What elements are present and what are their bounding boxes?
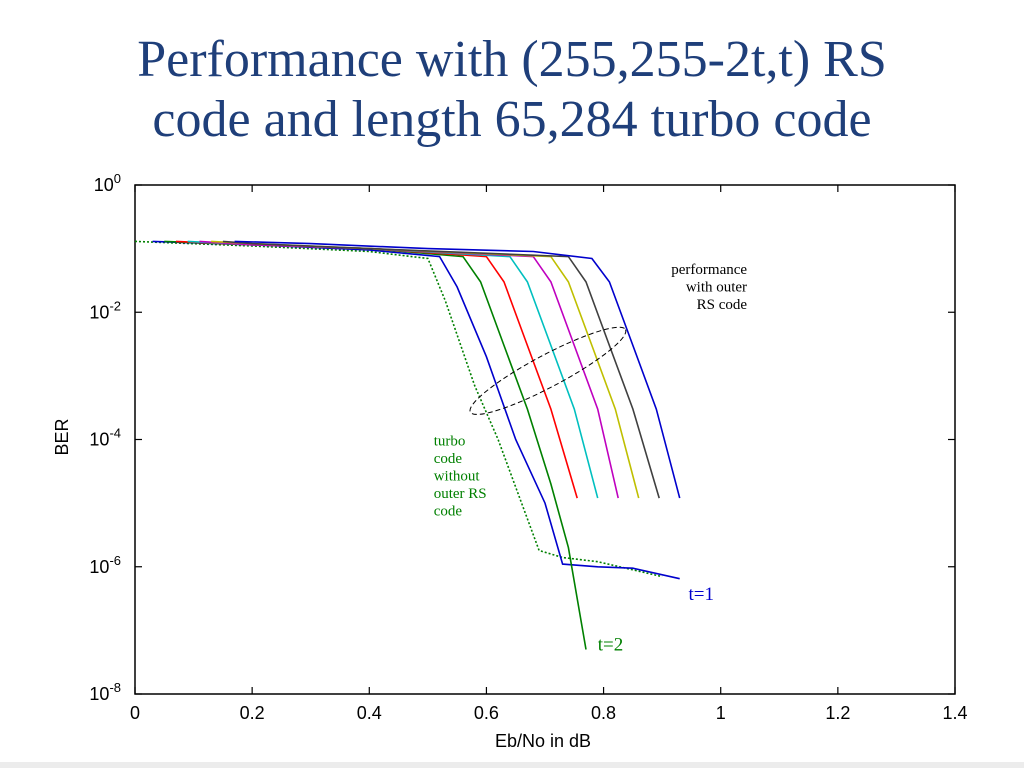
ber-series-line-4 xyxy=(175,240,578,499)
chart-annotations: performance with outer RS code turbo code wit… xyxy=(434,262,748,656)
chart-annotation-1: performance with outer RS code xyxy=(671,262,747,313)
chart-axes: 0 0.2 0.4 0.6 0.8 1 1.2 1.4 100 10-2 10-4 10-6 10-8 xyxy=(89,171,967,723)
ber-series-line-3 xyxy=(164,240,587,650)
y-axis-label: BER xyxy=(52,418,72,455)
y-tick-label: 100 xyxy=(94,171,121,195)
slide-title-line-1: Performance with (255,255-2t,t) RS xyxy=(137,31,887,88)
slide-title-line-2: code and length 65,284 turbo code xyxy=(152,91,872,148)
x-tick-label: 1.4 xyxy=(942,703,967,723)
plot-frame xyxy=(134,184,956,695)
x-tick-label: 0.2 xyxy=(240,703,265,723)
x-tick-label: 0 xyxy=(130,703,140,723)
chart-annotation-2: turbo code without outer RS code xyxy=(434,434,487,520)
chart-annotation-4: t=2 xyxy=(598,635,624,656)
ber-series-line-6 xyxy=(199,240,619,499)
y-tick-label: 10-6 xyxy=(89,553,121,577)
slide-title: Performance with (255,255-2t,t) RS code … xyxy=(60,30,964,150)
y-tick-label: 10-8 xyxy=(89,680,121,704)
y-tick-label: 10-4 xyxy=(89,426,121,450)
rs-curves-ellipse xyxy=(469,326,627,415)
x-tick-label: 0.8 xyxy=(591,703,616,723)
x-axis-label: Eb/No in dB xyxy=(495,731,591,751)
ber-series-line-7 xyxy=(211,240,640,499)
slide-bottom-strip xyxy=(0,762,1024,768)
x-tick-label: 1 xyxy=(716,703,726,723)
x-tick-label: 0.6 xyxy=(474,703,499,723)
ber-series-line-1 xyxy=(134,240,663,578)
y-tick-label: 10-2 xyxy=(89,298,121,322)
x-tick-label: 1.2 xyxy=(825,703,850,723)
ber-series-line-2 xyxy=(152,240,680,580)
ber-series-line-8 xyxy=(222,240,660,499)
x-tick-label: 0.4 xyxy=(357,703,382,723)
ber-series-line-9 xyxy=(234,240,681,499)
chart-series xyxy=(134,240,681,650)
chart-annotation-3: t=1 xyxy=(689,584,715,605)
